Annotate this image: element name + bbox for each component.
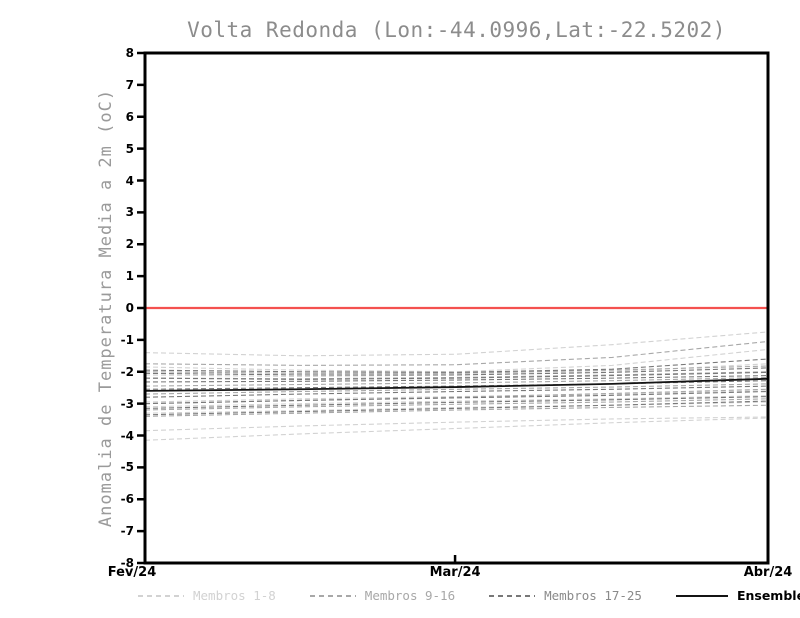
member-line-group-2 — [146, 365, 767, 374]
member-line-group-3 — [146, 400, 767, 416]
ensemble-mean-line — [146, 377, 767, 392]
legend-label: Membros 17-25 — [544, 588, 642, 603]
y-tick-label: -7 — [120, 524, 134, 539]
dashed-line-swatch — [489, 594, 536, 597]
y-tick-label: -2 — [120, 364, 134, 379]
member-line-group-1 — [146, 417, 767, 441]
legend-label: Membros 1-8 — [193, 588, 276, 603]
member-line-group-2 — [146, 388, 767, 405]
y-tick-label: 8 — [125, 46, 134, 60]
member-line-group-2 — [146, 404, 767, 417]
legend-item-membros-1-8: Membros 1-8 — [138, 588, 276, 603]
y-tick-label: 2 — [125, 237, 134, 252]
legend: Membros 1-8 Membros 9-16 Membros 17-25 E… — [138, 588, 800, 603]
member-line-group-2 — [146, 371, 767, 380]
member-line-group-1 — [146, 331, 767, 357]
y-tick-label: 7 — [125, 77, 134, 92]
y-tick-label: 3 — [125, 205, 134, 220]
dashed-line-swatch — [309, 594, 356, 597]
y-tick-label: -4 — [120, 428, 134, 443]
solid-line-swatch — [675, 594, 728, 597]
y-tick-label: -3 — [120, 396, 134, 411]
member-line-group-1 — [146, 416, 767, 432]
x-tick-label: Mar/24 — [429, 565, 481, 580]
x-tick-label: Abr/24 — [743, 565, 793, 580]
y-tick-label: -1 — [120, 332, 134, 347]
legend-item-membros-17-25: Membros 17-25 — [489, 588, 642, 603]
member-line-group-2 — [146, 341, 767, 366]
y-tick-label: -6 — [120, 492, 134, 507]
legend-label: Membros 9-16 — [364, 588, 456, 603]
chart-title: Volta Redonda (Lon:-44.0996,Lat:-22.5202… — [187, 18, 726, 42]
y-tick-label: 1 — [125, 269, 134, 284]
legend-item-membros-9-16: Membros 9-16 — [309, 588, 456, 603]
y-tick-label: -8 — [120, 556, 134, 570]
y-tick-label: 6 — [125, 109, 134, 124]
x-tick-label: Fev/24 — [107, 565, 157, 580]
y-tick-label: -5 — [120, 460, 134, 475]
legend-item-ensemble-mean: Ensemble Mean — [675, 588, 800, 603]
dashed-line-swatch — [138, 594, 184, 597]
legend-label: Ensemble Mean — [736, 588, 800, 603]
y-tick-label: 0 — [125, 301, 134, 315]
y-tick-label: 5 — [125, 141, 134, 156]
y-tick-label: 4 — [125, 173, 134, 188]
